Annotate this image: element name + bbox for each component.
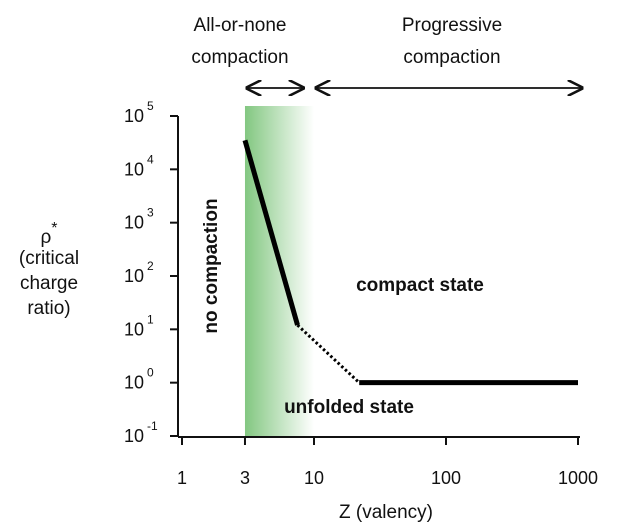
x-tick-label: 1 (177, 468, 187, 488)
progressive-line2: compaction (403, 47, 500, 68)
series-line (242, 139, 578, 386)
y-axis-label-line2: (critical (19, 248, 79, 269)
all-or-none-annotation: All-or-none compaction (191, 15, 303, 88)
axes (170, 115, 580, 445)
y-tick-label: 10 (124, 319, 144, 339)
y-tick-exponent: 4 (147, 152, 154, 166)
unfolded-state-label: unfolded state (284, 397, 414, 418)
progressive-annotation: Progressive compaction (316, 15, 582, 88)
compact-state-label: compact state (356, 275, 484, 296)
y-tick-exponent: 0 (147, 366, 154, 380)
y-tick-label: 10 (124, 426, 144, 446)
y-tick-label: 10 (124, 266, 144, 286)
all-or-none-line1: All-or-none (194, 15, 287, 36)
all-or-none-line2: compaction (191, 47, 288, 68)
y-tick-label: 10 (124, 213, 144, 233)
x-tick-label: 1000 (558, 468, 598, 488)
y-tick-label: 10 (124, 106, 144, 126)
series-segment-solid (242, 139, 300, 326)
y-tick-exponent: 2 (147, 259, 154, 273)
y-tick-exponent: 3 (147, 206, 154, 220)
y-axis-label-symbol: ρ* (40, 220, 57, 248)
no-compaction-label: no compaction (201, 198, 222, 333)
x-tick-label: 10 (304, 468, 324, 488)
progressive-line1: Progressive (402, 15, 502, 36)
x-tick-label: 3 (240, 468, 250, 488)
y-tick-exponent: 5 (147, 99, 154, 113)
y-tick-label: 10 (124, 373, 144, 393)
series-segment-dotted (296, 324, 361, 384)
y-axis-label-line3: charge (20, 273, 78, 294)
y-tick-exponent: 1 (147, 312, 154, 326)
x-axis-label: Z (valency) (339, 502, 433, 523)
y-axis-label-line4: ratio) (27, 298, 70, 319)
shaded-region (244, 106, 314, 437)
y-axis-label: ρ* (critical charge ratio) (19, 220, 79, 319)
y-tick-exponent: -1 (147, 419, 158, 433)
x-tick-label: 100 (431, 468, 461, 488)
y-tick-label: 10 (124, 159, 144, 179)
x-tick-labels: 1 3 10 100 1000 (177, 468, 598, 488)
